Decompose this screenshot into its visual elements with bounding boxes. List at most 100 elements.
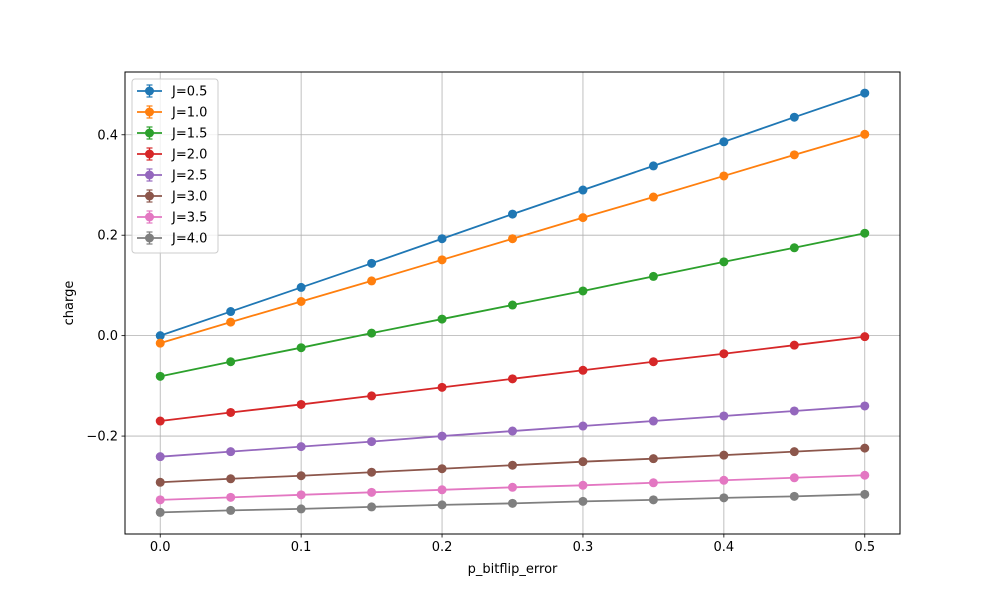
data-point	[789, 112, 799, 122]
data-point	[226, 505, 236, 515]
data-point	[155, 371, 165, 381]
data-point	[648, 495, 658, 505]
data-point	[367, 276, 377, 286]
data-point	[860, 88, 870, 98]
data-point	[296, 490, 306, 500]
data-point	[155, 331, 165, 341]
data-point	[578, 457, 588, 467]
series-J-4-0	[155, 489, 870, 517]
legend-marker	[145, 86, 154, 96]
legend-label: J=1.0	[171, 106, 207, 121]
x-tick-label: 0.4	[714, 540, 735, 555]
series-J-3-5	[155, 470, 870, 505]
legend-marker	[145, 128, 154, 138]
data-point	[296, 504, 306, 514]
data-point	[226, 307, 236, 317]
legend-label: J=4.0	[171, 232, 207, 247]
legend-frame	[131, 78, 219, 254]
data-point	[367, 328, 377, 338]
data-point	[296, 442, 306, 452]
data-point	[367, 258, 377, 268]
data-point	[578, 286, 588, 296]
data-point	[226, 474, 236, 484]
y-tick-label: 0.0	[97, 329, 118, 344]
x-tick-label: 0.1	[291, 540, 312, 555]
data-point	[648, 478, 658, 488]
legend-item: J=3.5	[137, 210, 207, 226]
legend-item: J=3.0	[137, 189, 207, 205]
series-J-2-5	[155, 401, 870, 462]
legend-item: J=1.5	[137, 126, 207, 142]
data-point	[508, 426, 517, 436]
legend-label: J=2.5	[171, 169, 207, 184]
legend-marker	[145, 170, 154, 180]
data-point	[648, 161, 658, 171]
data-point	[296, 343, 306, 353]
series-J-0-5	[155, 88, 870, 341]
data-point	[296, 296, 306, 306]
data-point	[578, 480, 588, 490]
data-point	[860, 470, 870, 480]
data-point	[437, 255, 447, 265]
data-point	[508, 374, 517, 384]
data-point	[155, 477, 165, 487]
y-tick-label: −0.2	[86, 430, 118, 445]
series-layer	[155, 88, 870, 517]
data-point	[508, 460, 517, 470]
data-point	[296, 471, 306, 481]
data-point	[648, 271, 658, 281]
series-J-3-0	[155, 443, 870, 487]
series-J-1-0	[155, 129, 870, 348]
y-tick-label: 0.4	[97, 128, 118, 143]
data-point	[789, 491, 799, 501]
data-point	[719, 137, 729, 147]
data-point	[296, 282, 306, 292]
data-point	[860, 489, 870, 499]
data-point	[226, 492, 236, 502]
x-tick-label: 0.5	[854, 540, 875, 555]
data-point	[226, 407, 236, 417]
legend-item: J=2.0	[137, 147, 207, 163]
legend-item: J=0.5	[137, 84, 207, 100]
x-tick-label: 0.0	[150, 540, 171, 555]
data-point	[437, 382, 447, 392]
data-point	[860, 228, 870, 238]
legend-item: J=1.0	[137, 105, 207, 121]
data-point	[578, 421, 588, 431]
data-point	[719, 349, 729, 359]
data-point	[789, 340, 799, 350]
data-point	[719, 475, 729, 485]
data-point	[719, 411, 729, 421]
data-point	[437, 500, 447, 510]
data-point	[155, 507, 165, 517]
legend-label: J=1.5	[171, 127, 207, 142]
data-point	[367, 467, 377, 477]
data-point	[296, 399, 306, 409]
data-point	[367, 437, 377, 447]
data-point	[789, 150, 799, 160]
data-point	[508, 234, 517, 244]
data-point	[578, 185, 588, 195]
plot-frame	[124, 71, 901, 535]
data-point	[437, 314, 447, 324]
legend-marker	[145, 149, 154, 159]
data-point	[789, 473, 799, 483]
data-point	[648, 357, 658, 367]
data-point	[367, 502, 377, 512]
data-point	[508, 300, 517, 310]
data-point	[155, 416, 165, 426]
series-J-2-0	[155, 332, 870, 426]
data-point	[508, 498, 517, 508]
data-point	[508, 482, 517, 492]
data-point	[789, 243, 799, 253]
data-point	[226, 357, 236, 367]
legend-label: J=3.5	[171, 211, 207, 226]
legend-label: J=3.0	[171, 190, 207, 205]
data-point	[719, 257, 729, 267]
data-point	[437, 234, 447, 244]
data-point	[860, 443, 870, 453]
data-point	[719, 493, 729, 503]
data-point	[860, 129, 870, 139]
legend-item: J=4.0	[137, 231, 207, 247]
